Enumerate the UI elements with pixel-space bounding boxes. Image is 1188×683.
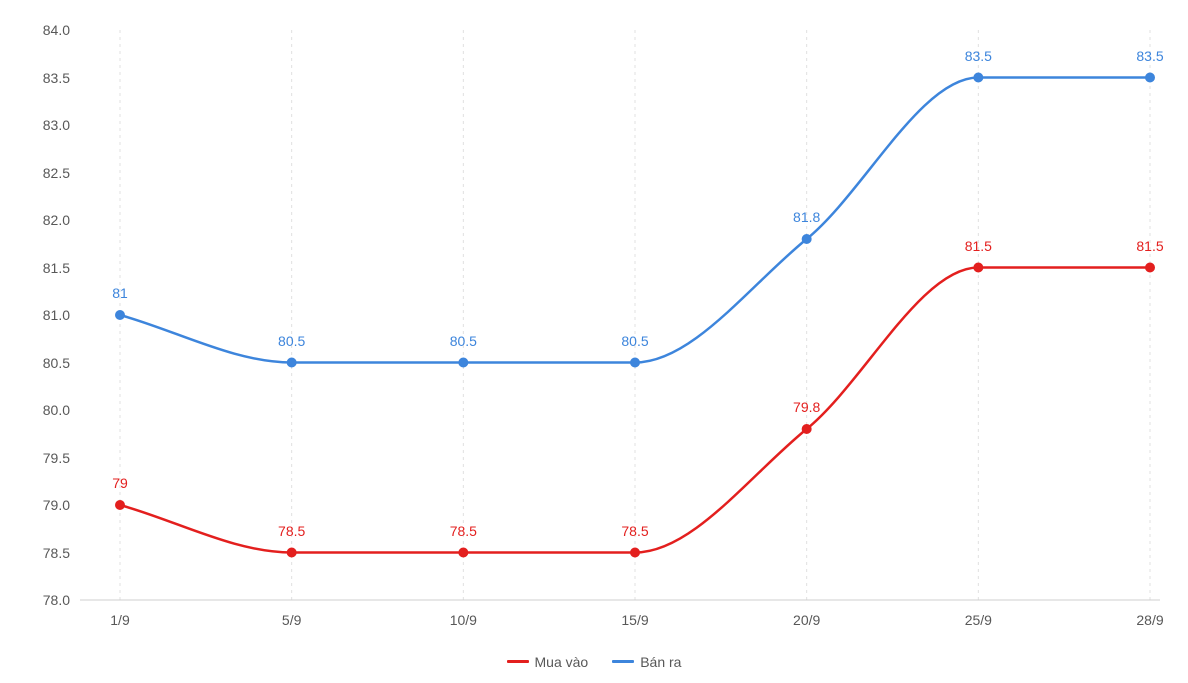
x-tick-label: 20/9 (793, 612, 820, 628)
y-tick-label: 82.5 (43, 165, 70, 181)
x-tick-label: 28/9 (1136, 612, 1163, 628)
y-tick-label: 79.5 (43, 450, 70, 466)
legend-swatch (507, 660, 529, 663)
legend-item-ban_ra: Bán ra (612, 654, 681, 670)
point-label-mua_vao: 78.5 (450, 523, 477, 541)
point-label-ban_ra: 81 (112, 285, 128, 303)
point-label-ban_ra: 80.5 (621, 333, 648, 351)
y-tick-label: 81.0 (43, 307, 70, 323)
x-tick-label: 1/9 (110, 612, 129, 628)
point-label-mua_vao: 81.5 (1136, 238, 1163, 256)
point-label-mua_vao: 79 (112, 475, 128, 493)
y-tick-label: 81.5 (43, 260, 70, 276)
y-tick-label: 82.0 (43, 212, 70, 228)
point-label-ban_ra: 81.8 (793, 209, 820, 227)
x-tick-label: 25/9 (965, 612, 992, 628)
chart-legend: Mua vào Bán ra (0, 650, 1188, 670)
point-label-ban_ra: 83.5 (1136, 48, 1163, 66)
point-label-mua_vao: 78.5 (278, 523, 305, 541)
point-label-mua_vao: 79.8 (793, 399, 820, 417)
legend-label: Mua vào (535, 654, 589, 670)
y-tick-label: 84.0 (43, 22, 70, 38)
point-label-ban_ra: 80.5 (450, 333, 477, 351)
x-tick-label: 5/9 (282, 612, 301, 628)
point-label-ban_ra: 83.5 (965, 48, 992, 66)
y-tick-label: 78.0 (43, 592, 70, 608)
y-tick-label: 83.5 (43, 70, 70, 86)
legend-swatch (612, 660, 634, 663)
point-label-ban_ra: 80.5 (278, 333, 305, 351)
x-tick-label: 15/9 (621, 612, 648, 628)
line-chart: 79 78.5 78.5 78.5 79.8 81.5 81.5 81 80.5 80.5 80.5… (0, 0, 1188, 683)
chart-svg (0, 0, 1188, 683)
legend-item-mua_vao: Mua vào (507, 654, 589, 670)
point-label-mua_vao: 78.5 (621, 523, 648, 541)
x-tick-label: 10/9 (450, 612, 477, 628)
y-tick-label: 78.5 (43, 545, 70, 561)
y-tick-label: 80.0 (43, 402, 70, 418)
y-tick-label: 83.0 (43, 117, 70, 133)
y-tick-label: 79.0 (43, 497, 70, 513)
y-tick-label: 80.5 (43, 355, 70, 371)
legend-label: Bán ra (640, 654, 681, 670)
point-label-mua_vao: 81.5 (965, 238, 992, 256)
